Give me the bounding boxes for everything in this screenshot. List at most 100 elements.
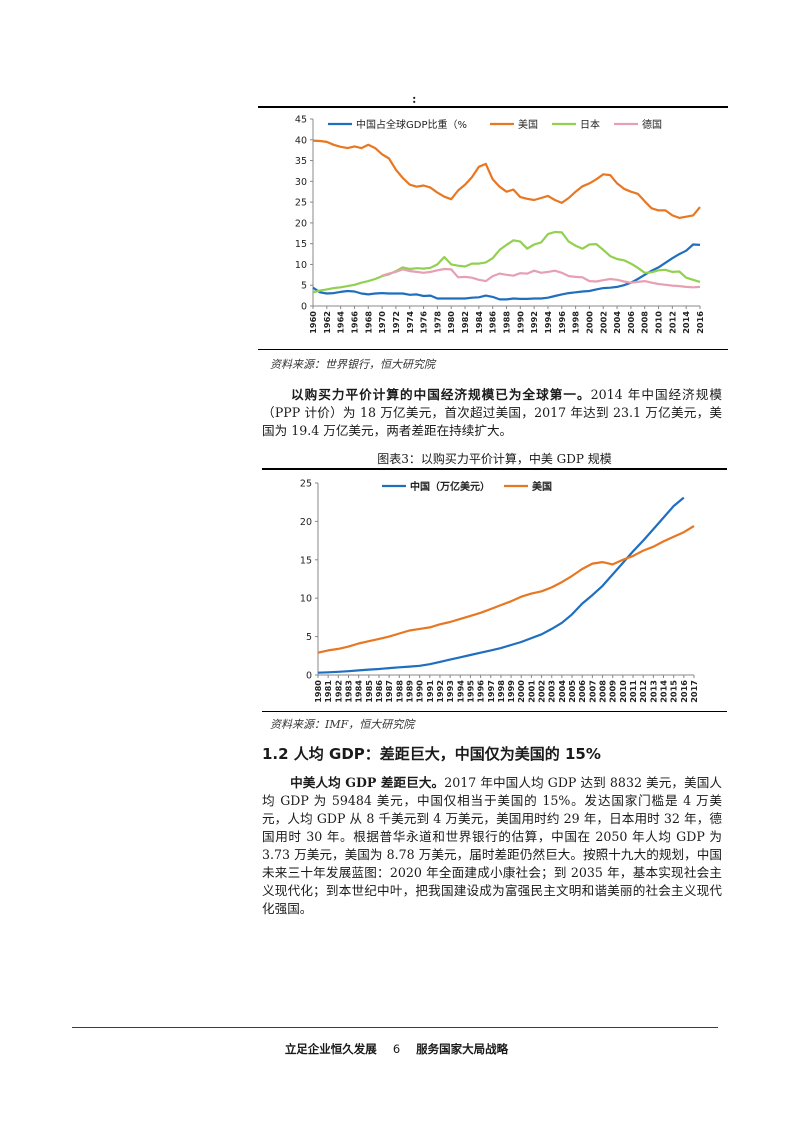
chart1-top-rule [258, 106, 728, 108]
chart1-global-gdp-share: 0 5 10 15 20 25 30 35 40 45 1960 1962 1964 1966 1968 19… [295, 115, 705, 334]
x-tick-label: 2010 [618, 680, 628, 703]
x-tick-label: 1985 [364, 680, 374, 703]
x-tick-label: 1990 [515, 311, 525, 334]
footer-left: 立足企业恒久发展 [284, 1042, 377, 1056]
x-tick-label: 2003 [547, 680, 557, 703]
x-tick-label: 1991 [425, 680, 435, 703]
x-tick-label: 1990 [415, 680, 425, 703]
x-tick-label: 1987 [384, 680, 394, 703]
x-tick-label: 1999 [506, 680, 516, 703]
legend-label: 德国 [642, 118, 662, 131]
x-tick-label: 1982 [460, 311, 470, 334]
x-tick-label: 1998 [571, 311, 581, 334]
x-tick-label: 1996 [557, 311, 567, 334]
x-tick-label: 2016 [679, 680, 689, 703]
paragraph-ppp-body: 2014 年中国经济规模（PPP 计价）为 18 万亿美元，首次超过美国，201… [262, 387, 723, 438]
x-tick-label: 1966 [349, 311, 359, 334]
x-tick-label: 1984 [354, 680, 364, 703]
y-tick-label: 25 [295, 198, 307, 209]
x-tick-label: 1972 [391, 311, 401, 334]
y-tick-label: 15 [300, 555, 312, 566]
x-tick-label: 2012 [667, 311, 677, 334]
paragraph-ppp: 以购买力平价计算的中国经济规模已为全球第一。2014 年中国经济规模（PPP 计… [262, 386, 722, 440]
x-tick-label: 2017 [689, 680, 699, 703]
x-tick-label: 1968 [363, 311, 373, 334]
x-tick-label: 1980 [446, 311, 456, 334]
footer-right: 服务国家大局战略 [416, 1042, 509, 1056]
x-tick-label: 2004 [612, 311, 622, 334]
series-line [312, 243, 701, 301]
x-tick-label: 1964 [336, 311, 346, 334]
x-tick-label: 2007 [587, 680, 597, 703]
chart1-source: 资料来源：世界银行，恒大研究院 [270, 358, 435, 371]
footer: 立足企业恒久发展 6 服务国家大局战略 [0, 1041, 793, 1057]
y-tick-label: 15 [295, 239, 307, 250]
chart1-bottom-rule [258, 349, 728, 350]
chart2-bottom-rule [262, 711, 727, 712]
x-tick-label: 2009 [608, 680, 618, 703]
x-tick-label: 1994 [455, 680, 465, 703]
x-tick-label: 2006 [626, 311, 636, 334]
x-tick-label: 1986 [374, 680, 384, 703]
top-mark: : [412, 92, 417, 106]
x-tick-label: 2001 [526, 680, 536, 703]
x-tick-label: 1986 [488, 311, 498, 334]
x-tick-label: 1996 [476, 680, 486, 703]
y-tick-label: 10 [295, 260, 307, 271]
x-tick-label: 2013 [648, 680, 658, 703]
x-tick-label: 2008 [598, 680, 608, 703]
chart2-title: 图表3：以购买力平价计算，中美 GDP 规模 [377, 452, 612, 466]
y-tick-label: 0 [306, 671, 312, 682]
x-tick-label: 1974 [405, 311, 415, 334]
x-tick-label: 1994 [543, 311, 553, 334]
x-tick-label: 1993 [445, 680, 455, 703]
x-tick-label: 1995 [465, 680, 475, 703]
x-tick-label: 1988 [394, 680, 404, 703]
x-tick-label: 2014 [681, 311, 691, 334]
x-tick-label: 2005 [567, 680, 577, 703]
y-tick-label: 5 [306, 632, 312, 643]
x-tick-label: 1984 [474, 311, 484, 334]
x-tick-label: 1980 [313, 680, 323, 703]
legend-label: 美国 [518, 118, 538, 131]
x-tick-label: 1962 [322, 311, 332, 334]
y-tick-label: 45 [295, 115, 307, 126]
y-tick-label: 20 [295, 218, 307, 229]
y-tick-label: 0 [301, 302, 307, 313]
x-tick-label: 2000 [516, 680, 526, 703]
x-tick-label: 2010 [654, 311, 664, 334]
legend-label: 中国占全球GDP比重（% [356, 118, 467, 131]
x-tick-label: 2012 [638, 680, 648, 703]
footer-rule [72, 1027, 718, 1028]
chart2-source: 资料来源：IMF，恒大研究院 [270, 718, 415, 731]
legend-label: 美国 [532, 480, 552, 493]
series-line [317, 525, 695, 654]
x-tick-label: 1983 [343, 680, 353, 703]
x-tick-label: 2006 [577, 680, 587, 703]
x-tick-label: 1960 [308, 311, 318, 334]
x-tick-label: 1978 [432, 311, 442, 334]
x-tick-label: 2011 [628, 680, 638, 703]
series-line [317, 496, 685, 674]
series-line [312, 230, 701, 294]
x-tick-label: 2008 [640, 311, 650, 334]
paragraph-per-capita: 中美人均 GDP 差距巨大。2017 年中国人均 GDP 达到 8832 美元，… [262, 774, 722, 918]
series-line [381, 267, 701, 289]
y-tick-label: 25 [300, 479, 312, 490]
paragraph-per-capita-body: 2017 年中国人均 GDP 达到 8832 美元，美国人均 GDP 为 594… [262, 775, 722, 916]
y-tick-label: 40 [295, 135, 307, 146]
x-tick-label: 1982 [333, 680, 343, 703]
chart2-top-rule [262, 468, 727, 470]
legend-label: 中国（万亿美元） [410, 480, 490, 493]
x-tick-label: 1981 [323, 680, 333, 703]
x-tick-label: 2002 [598, 311, 608, 334]
legend-label: 日本 [580, 118, 600, 131]
x-tick-label: 1992 [435, 680, 445, 703]
section-heading: 1.2 人均 GDP：差距巨大，中国仅为美国的 15% [262, 745, 601, 763]
y-tick-label: 10 [300, 594, 312, 605]
x-tick-label: 2015 [669, 680, 679, 703]
x-tick-label: 1992 [529, 311, 539, 334]
x-tick-label: 1988 [502, 311, 512, 334]
y-tick-label: 35 [295, 156, 307, 167]
